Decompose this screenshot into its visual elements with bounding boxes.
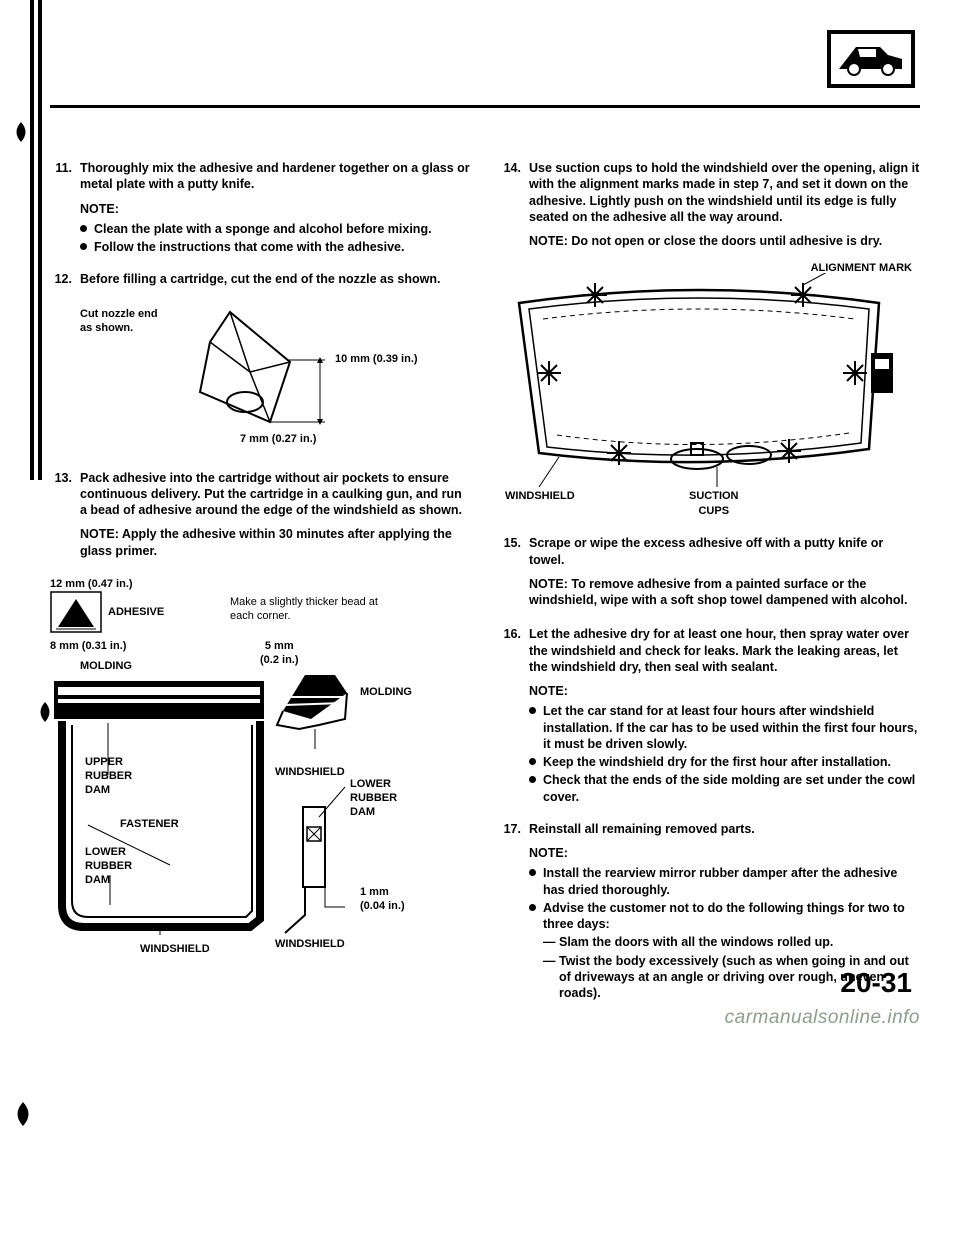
fig-label-cut: Cut nozzle end as shown. (80, 307, 170, 336)
watermark: carmanualsonline.info (725, 1007, 920, 1029)
page-number: 20-31 (840, 967, 912, 999)
step-16: 16. Let the adhesive dry for at least on… (499, 626, 920, 807)
step-text: Before filling a cartridge, cut the end … (80, 271, 471, 287)
fig-label-windshield: WINDSHIELD (505, 489, 575, 503)
step-text: Let the adhesive dry for at least one ho… (529, 626, 920, 675)
note-text: NOTE: Apply the adhesive within 30 minut… (80, 526, 471, 559)
note-bullet: Let the car stand for at least four hour… (529, 703, 920, 752)
fig-label-windshield-r1: WINDSHIELD (275, 765, 345, 779)
fig-label-upper-dam: UPPER RUBBER DAM (85, 755, 132, 798)
figure-nozzle: Cut nozzle end as shown. 10 mm (0.39 in.… (70, 302, 471, 452)
step-text: Pack adhesive into the cartridge without… (80, 470, 471, 519)
step-number: 14. (499, 160, 521, 253)
fig-dim-10mm: 10 mm (0.39 in.) (335, 352, 418, 366)
left-column: 11. Thoroughly mix the adhesive and hard… (50, 160, 471, 1017)
fig-label-lower-dam-l: LOWER RUBBER DAM (85, 845, 132, 888)
step-text: Reinstall all remaining removed parts. (529, 821, 920, 837)
step-14: 14. Use suction cups to hold the windshi… (499, 160, 920, 253)
step-text: Thoroughly mix the adhesive and hardener… (80, 160, 471, 193)
step-13: 13. Pack adhesive into the cartridge wit… (50, 470, 471, 563)
step-12: 12. Before filling a cartridge, cut the … (50, 271, 471, 287)
brand-logo (827, 30, 915, 88)
note-bullet: Keep the windshield dry for the first ho… (529, 754, 920, 770)
figure-windshield-adhesive: 12 mm (0.47 in.) ADHESIVE Make a slightl… (50, 577, 471, 957)
right-column: 14. Use suction cups to hold the windshi… (499, 160, 920, 1017)
step-number: 11. (50, 160, 72, 257)
step-number: 15. (499, 535, 521, 612)
fig-dim-8mm: 8 mm (0.31 in.) (50, 639, 126, 653)
fig-dim-5mm: 5 mm (0.2 in.) (260, 639, 299, 668)
fig-label-thicker: Make a slightly thicker bead at each cor… (230, 595, 380, 624)
step-number: 13. (50, 470, 72, 563)
fig-label-suction: SUCTION CUPS (689, 489, 739, 518)
step-11: 11. Thoroughly mix the adhesive and hard… (50, 160, 471, 257)
note-label: NOTE: (80, 201, 471, 217)
fig-label-adhesive: ADHESIVE (108, 605, 164, 619)
fig-label-windshield-l: WINDSHIELD (140, 942, 210, 956)
note-bullet: Follow the instructions that come with t… (80, 239, 471, 255)
note-bullet: Check that the ends of the side molding … (529, 772, 920, 805)
step-number: 17. (499, 821, 521, 1004)
step-text: Use suction cups to hold the windshield … (529, 160, 920, 225)
note-bullet: Advise the customer not to do the follow… (529, 900, 920, 933)
fig-label-molding-l: MOLDING (80, 659, 132, 673)
fig-label-lower-dam-r: LOWER RUBBER DAM (350, 777, 397, 820)
fig-label-windshield-r2: WINDSHIELD (275, 937, 345, 951)
fig-dim-12mm: 12 mm (0.47 in.) (50, 577, 133, 591)
step-number: 12. (50, 271, 72, 287)
fig-label-fastener: FASTENER (120, 817, 179, 831)
step-text: Scrape or wipe the excess adhesive off w… (529, 535, 920, 568)
note-bullet: Install the rearview mirror rubber dampe… (529, 865, 920, 898)
note-bullet: Clean the plate with a sponge and alcoho… (80, 221, 471, 237)
fig-dim-7mm: 7 mm (0.27 in.) (240, 432, 316, 446)
section-mark-icon (8, 120, 34, 146)
header-rule (50, 105, 920, 108)
figure-alignment: ALIGNMENT MARK (499, 267, 920, 517)
binding-edge (30, 0, 40, 480)
note-label: NOTE: (529, 683, 920, 699)
note-label: NOTE: (529, 845, 920, 861)
fig-dim-1mm: 1 mm (0.04 in.) (360, 885, 405, 914)
step-15: 15. Scrape or wipe the excess adhesive o… (499, 535, 920, 612)
note-dash: Slam the doors with all the windows roll… (543, 934, 920, 950)
section-mark-icon (8, 1100, 38, 1130)
note-text: NOTE: To remove adhesive from a painted … (529, 576, 920, 609)
step-number: 16. (499, 626, 521, 807)
note-text: NOTE: Do not open or close the doors unt… (529, 233, 920, 249)
